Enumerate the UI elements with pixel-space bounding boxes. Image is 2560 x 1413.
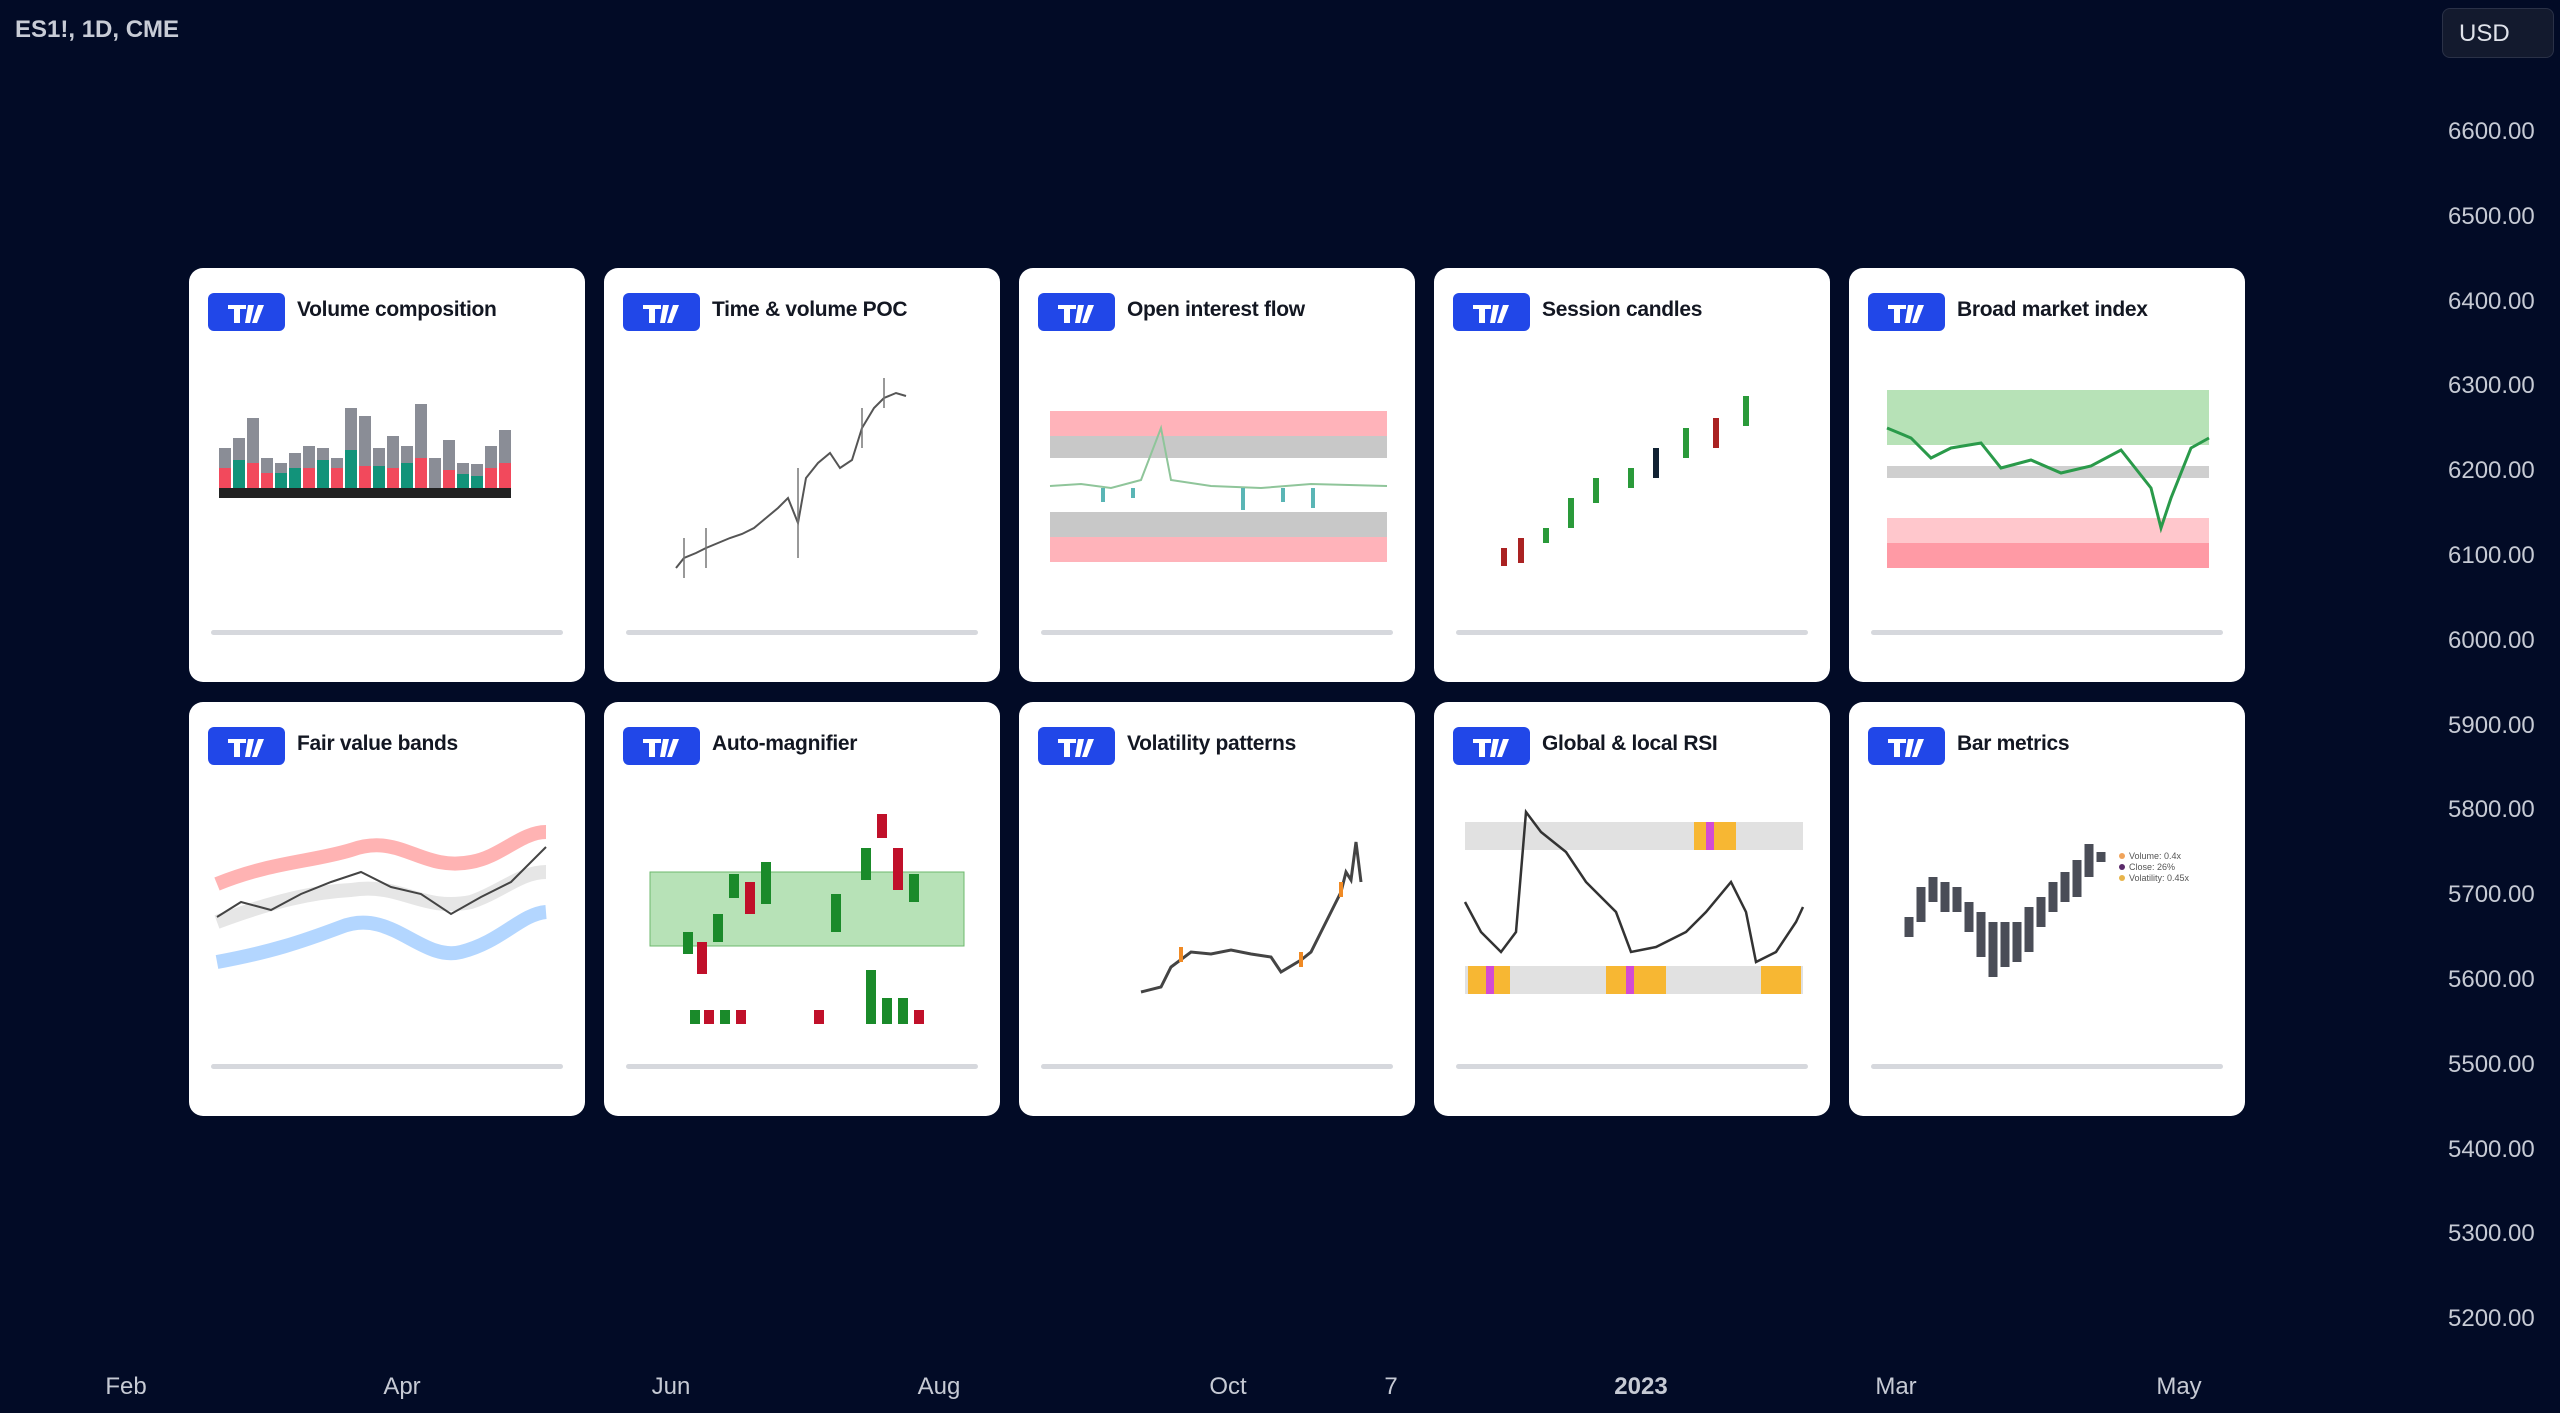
logo <box>1038 293 1115 331</box>
logo <box>208 293 285 331</box>
price-label: 6100.00 <box>2448 542 2535 569</box>
price-label: 6000.00 <box>2448 626 2535 654</box>
time-label: May <box>2156 1373 2202 1400</box>
logo-icon <box>1058 305 1094 323</box>
thumbnail <box>649 814 965 1024</box>
price-label: 5400.00 <box>2448 1135 2535 1163</box>
progress-bar <box>1871 630 2223 635</box>
time-label: Jun <box>651 1373 691 1400</box>
logo-icon <box>1888 739 1924 757</box>
time-label: Feb <box>105 1373 147 1400</box>
progress-bar <box>1871 1064 2223 1069</box>
logo-icon <box>228 739 264 757</box>
card-title: Open interest flow <box>1127 298 1305 321</box>
time-label: Oct <box>1209 1373 1247 1400</box>
thumbnail <box>219 404 511 498</box>
time-label: Aug <box>917 1373 961 1400</box>
card-title: Bar metrics <box>1957 732 2070 755</box>
thumbnail <box>1886 390 2210 568</box>
thumbnail: Volume: 0.4x Close: 26% Volatility: 0.45… <box>1904 844 2190 977</box>
logo <box>1038 727 1115 765</box>
card[interactable]: Fair value bands <box>189 702 585 1116</box>
progress-bar <box>1456 1064 1808 1069</box>
price-label: 6300.00 <box>2448 372 2535 400</box>
logo <box>1453 293 1530 331</box>
card-title: Time & volume POC <box>712 298 908 321</box>
logo-icon <box>643 305 679 323</box>
logo-icon <box>1888 305 1924 323</box>
card-title: Volatility patterns <box>1127 732 1296 755</box>
card[interactable]: Open interest flow <box>1019 268 1415 682</box>
card[interactable]: Volatility patterns <box>1019 702 1415 1116</box>
progress-bar <box>626 1064 978 1069</box>
thumbnail <box>1501 396 1749 566</box>
card[interactable]: Bar metrics Volume: 0.4x Close: 26% Vola… <box>1849 702 2245 1116</box>
card[interactable]: Global & local RSI <box>1434 702 1830 1116</box>
thumbnail <box>1463 808 1805 994</box>
progress-bar <box>626 630 978 635</box>
card[interactable]: Broad market index <box>1849 268 2245 682</box>
card[interactable]: Time & volume POC <box>604 268 1000 682</box>
price-label: 5500.00 <box>2448 1050 2535 1078</box>
card[interactable]: Auto-magnifier <box>604 702 1000 1116</box>
price-label: 5900.00 <box>2448 711 2535 739</box>
symbol[interactable]: ES1!, 1D, CME <box>15 16 180 43</box>
currency-button[interactable]: USD <box>2442 8 2554 58</box>
card-title: Session candles <box>1542 298 1703 321</box>
logo <box>623 293 700 331</box>
legend-text: Volatility: 0.45x <box>2129 873 2190 883</box>
card-title: Broad market index <box>1957 298 2148 321</box>
legend-text: Close: 26% <box>2129 862 2175 872</box>
logo <box>1453 727 1530 765</box>
progress-bar <box>1041 1064 1393 1069</box>
thumbnail <box>214 825 548 969</box>
price-label: 5600.00 <box>2448 966 2535 993</box>
logo <box>1868 293 1945 331</box>
price-label: 6200.00 <box>2448 457 2535 485</box>
price-label: 5300.00 <box>2448 1220 2535 1248</box>
time-label: Apr <box>383 1373 421 1400</box>
card-title: Global & local RSI <box>1542 732 1718 755</box>
logo <box>1868 727 1945 765</box>
logo-icon <box>1473 305 1509 323</box>
legend-text: Volume: 0.4x <box>2129 851 2182 861</box>
logo-icon <box>1058 739 1094 757</box>
thumbnail <box>1140 841 1363 994</box>
logo <box>208 727 285 765</box>
time-label: 2023 <box>1614 1373 1668 1400</box>
card-title: Fair value bands <box>297 732 458 755</box>
card[interactable]: Session candles <box>1434 268 1830 682</box>
card-title: Volume composition <box>297 298 497 321</box>
logo-icon <box>228 305 264 323</box>
progress-bar <box>1456 630 1808 635</box>
time-label: 7 <box>1384 1373 1398 1400</box>
progress-bar <box>211 1064 563 1069</box>
thumbnail <box>1049 411 1388 562</box>
price-label: 5800.00 <box>2448 796 2535 824</box>
progress-bar <box>1041 630 1393 635</box>
card-title: Auto-magnifier <box>712 732 858 755</box>
logo <box>623 727 700 765</box>
price-label: 6600.00 <box>2448 118 2535 145</box>
time-label: Mar <box>1875 1373 1917 1400</box>
logo-icon <box>1473 739 1509 757</box>
price-label: 6400.00 <box>2448 287 2535 315</box>
thumbnail <box>675 378 907 578</box>
price-label: 5200.00 <box>2448 1305 2535 1333</box>
price-label: 6500.00 <box>2448 202 2535 230</box>
card[interactable]: Volume composition <box>189 268 585 682</box>
logo-icon <box>643 739 679 757</box>
price-label: 5700.00 <box>2448 881 2535 909</box>
progress-bar <box>211 630 563 635</box>
